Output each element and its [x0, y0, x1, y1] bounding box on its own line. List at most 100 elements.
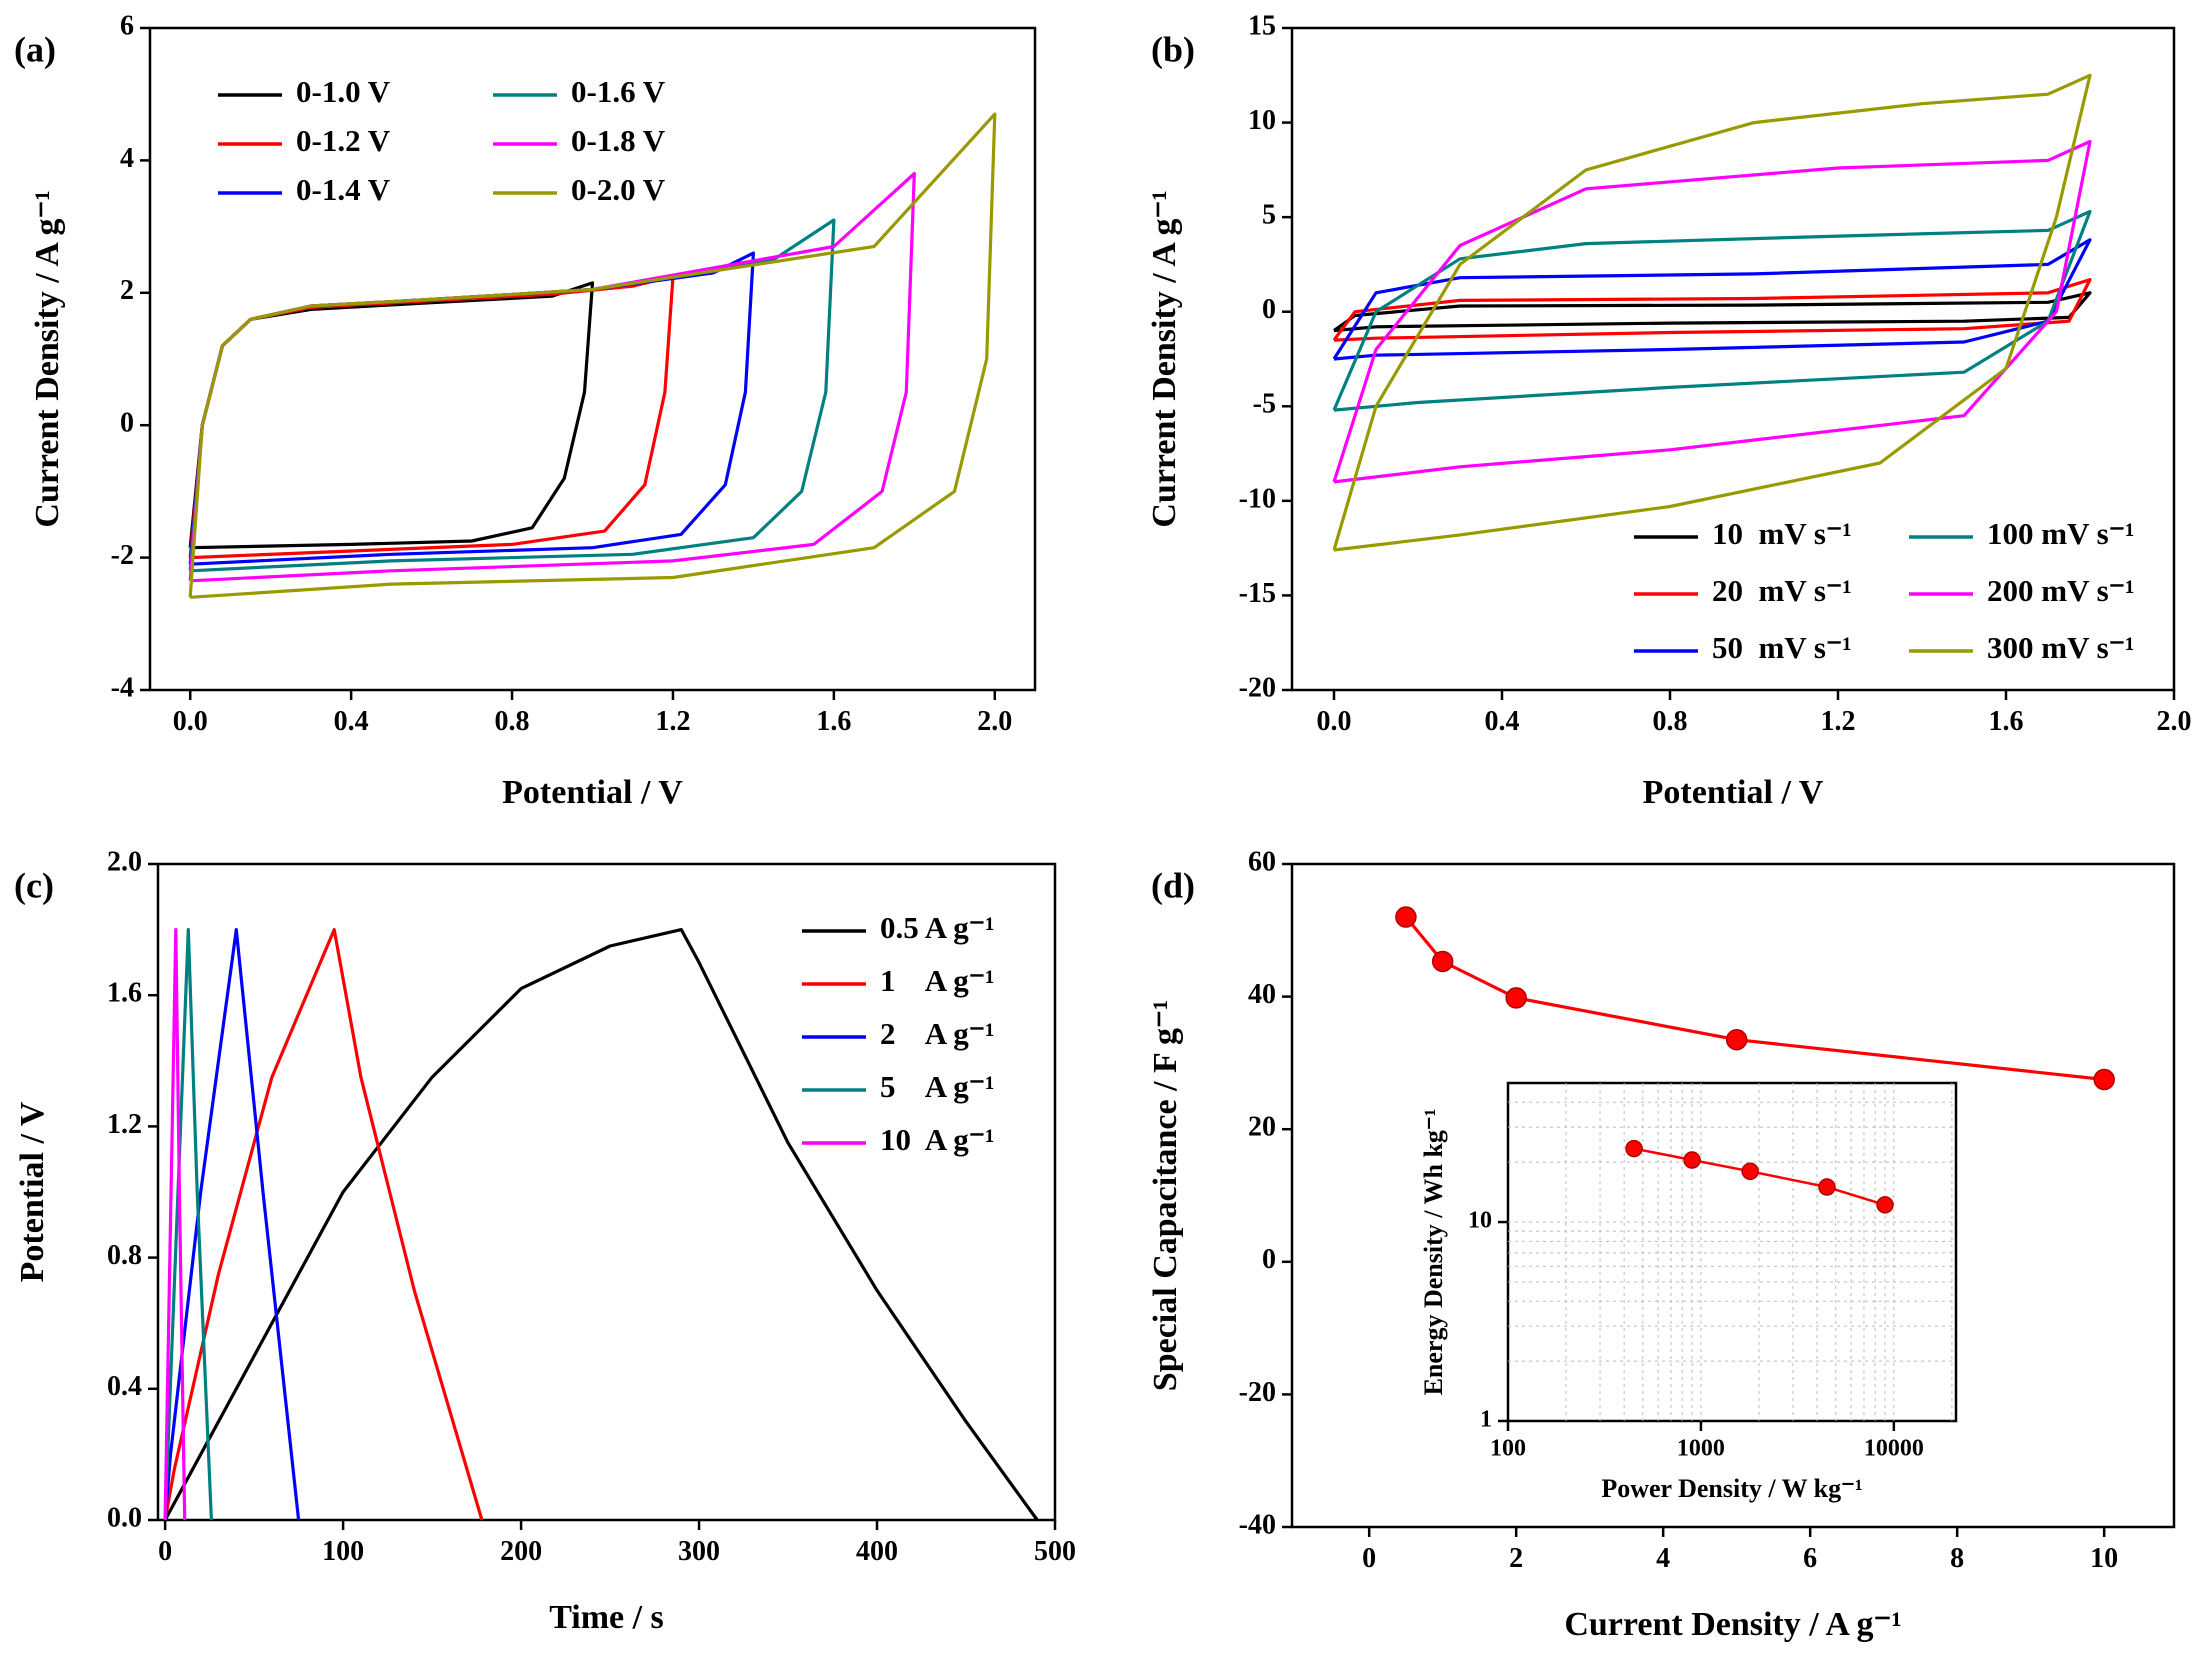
- marker: [1876, 1196, 1894, 1214]
- y-tick-label: -40: [1239, 1509, 1276, 1540]
- marker: [1725, 1028, 1748, 1051]
- series-line: [163, 927, 187, 1521]
- series-line: [1332, 278, 2092, 342]
- series-line: [163, 927, 1039, 1521]
- y-tick-label: -5: [1253, 389, 1276, 420]
- x-tick-label: 0: [158, 1536, 172, 1567]
- legend-label: 300 mV s⁻¹: [1987, 630, 2134, 665]
- y-tick-label: 40: [1248, 979, 1276, 1010]
- x-axis-title: Potential / V: [502, 774, 683, 811]
- series-line: [1333, 291, 2092, 333]
- y-tick-label: -20: [1239, 1377, 1276, 1408]
- y-tick-label: 0.4: [107, 1371, 142, 1402]
- x-tick-label: 1.2: [655, 706, 690, 737]
- marker: [1505, 987, 1527, 1009]
- x-tick-label: 2: [1509, 1543, 1523, 1574]
- x-axis-title: Power Density / W kg⁻¹: [1601, 1474, 1862, 1503]
- plot-area: [1506, 1081, 1958, 1423]
- legend-label: 5 A g⁻¹: [880, 1069, 994, 1104]
- y-tick-label: -2: [111, 540, 134, 571]
- x-tick-label: 400: [856, 1536, 898, 1567]
- marker: [1818, 1178, 1836, 1196]
- plot-area: [1290, 26, 2176, 692]
- y-tick-label: 20: [1248, 1112, 1276, 1143]
- marker: [1741, 1162, 1759, 1181]
- legend-label: 10 mV s⁻¹: [1712, 516, 1852, 551]
- x-tick-label: 0.0: [1317, 706, 1352, 737]
- marker: [2093, 1068, 2115, 1091]
- marker: [1625, 1139, 1643, 1158]
- y-tick-label: -4: [111, 672, 134, 703]
- legend-label: 100 mV s⁻¹: [1987, 516, 2134, 551]
- y-axis-title: Potential / V: [14, 1101, 51, 1282]
- legend-label: 0-1.0 V: [296, 74, 391, 109]
- y-tick-label: 0: [1262, 1244, 1276, 1275]
- marker: [1431, 950, 1454, 973]
- legend-label: 0-1.8 V: [571, 123, 666, 158]
- series-line: [163, 927, 301, 1521]
- x-tick-label: 0.8: [495, 706, 530, 737]
- panel-label: (a): [14, 29, 56, 69]
- y-axis-title: Current Density / A g⁻¹: [29, 190, 66, 527]
- x-tick-label: 6: [1803, 1543, 1817, 1574]
- legend-label: 0-2.0 V: [571, 172, 666, 207]
- y-tick-label: 10: [1468, 1208, 1492, 1234]
- y-tick-label: 0.8: [107, 1240, 142, 1271]
- y-tick-label: 10: [1248, 105, 1276, 136]
- series-line: [1332, 238, 2092, 361]
- legend-label: 20 mV s⁻¹: [1712, 573, 1852, 608]
- legend-label: 0-1.4 V: [296, 172, 391, 207]
- x-axis-title: Potential / V: [1643, 774, 1824, 811]
- y-tick-label: 15: [1248, 10, 1276, 41]
- legend-label: 2 A g⁻¹: [880, 1016, 994, 1051]
- series-line: [188, 112, 997, 599]
- y-tick-label: 0: [1262, 294, 1276, 325]
- legend-label: 10 A g⁻¹: [880, 1122, 994, 1157]
- x-tick-label: 2.0: [977, 706, 1012, 737]
- y-tick-label: -10: [1239, 483, 1276, 514]
- panel-label: (b): [1151, 29, 1195, 69]
- x-tick-label: 2.0: [2157, 706, 2192, 737]
- series-line: [1332, 73, 2092, 552]
- x-tick-label: 10000: [1864, 1435, 1924, 1461]
- x-tick-label: 500: [1034, 1536, 1076, 1567]
- series-line: [1332, 209, 2092, 412]
- y-axis-title: Special Capacitance / F g⁻¹: [1147, 1000, 1184, 1391]
- series-line: [1332, 139, 2092, 484]
- y-axis-title: Energy Density / Wh kg⁻¹: [1419, 1109, 1448, 1396]
- legend-label: 1 A g⁻¹: [880, 963, 994, 998]
- x-tick-label: 0: [1362, 1543, 1376, 1574]
- series-line: [163, 927, 213, 1521]
- x-tick-label: 0.4: [334, 706, 369, 737]
- y-tick-label: 2: [120, 275, 134, 306]
- x-tick-label: 200: [500, 1536, 542, 1567]
- y-tick-label: 1.2: [107, 1109, 142, 1140]
- x-tick-label: 1.6: [1989, 706, 2024, 737]
- y-tick-label: -20: [1239, 672, 1276, 703]
- y-tick-label: 1.6: [107, 978, 142, 1009]
- legend-label: 0-1.6 V: [571, 74, 666, 109]
- x-tick-label: 1.6: [816, 706, 851, 737]
- marker: [1395, 906, 1417, 928]
- x-tick-label: 8: [1950, 1543, 1964, 1574]
- x-tick-label: 0.8: [1653, 706, 1688, 737]
- y-tick-label: 60: [1248, 846, 1276, 877]
- x-tick-label: 10: [2090, 1543, 2118, 1574]
- y-tick-label: 2.0: [107, 846, 142, 877]
- x-tick-label: 1.2: [1821, 706, 1856, 737]
- legend-label: 0-1.2 V: [296, 123, 391, 158]
- y-tick-label: 5: [1262, 200, 1276, 231]
- legend-label: 50 mV s⁻¹: [1712, 630, 1852, 665]
- x-tick-label: 4: [1656, 1543, 1670, 1574]
- y-tick-label: -15: [1239, 578, 1276, 609]
- y-axis-title: Current Density / A g⁻¹: [1146, 190, 1183, 527]
- x-tick-label: 100: [322, 1536, 364, 1567]
- legend-label: 200 mV s⁻¹: [1987, 573, 2134, 608]
- x-tick-label: 100: [1490, 1435, 1526, 1461]
- marker: [1683, 1151, 1701, 1169]
- legend-label: 0.5 A g⁻¹: [880, 910, 994, 945]
- y-tick-label: 0: [120, 408, 134, 439]
- plot-area: [156, 862, 1057, 1522]
- x-axis-title: Current Density / A g⁻¹: [1564, 1606, 1901, 1643]
